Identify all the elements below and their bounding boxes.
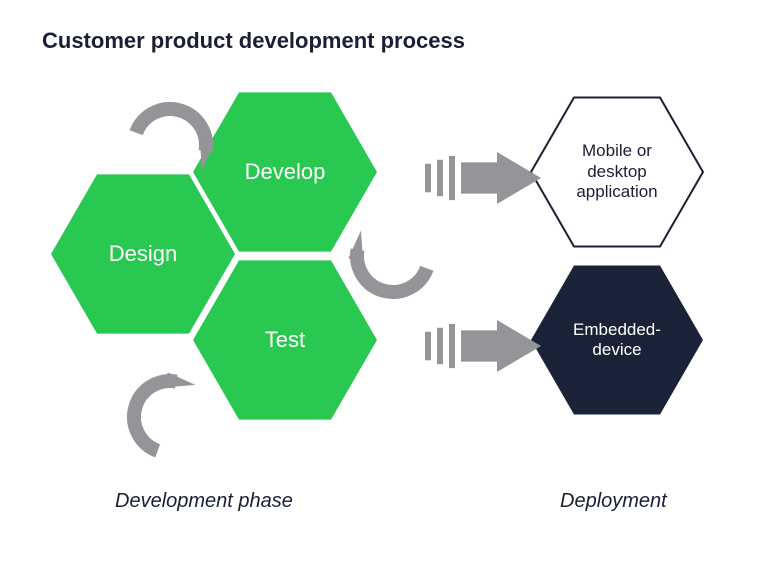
block-arrow-top	[425, 148, 541, 208]
diagram-title: Customer product development process	[42, 28, 465, 54]
phase-label-deployment: Deployment	[560, 490, 667, 513]
phase-label-development: Development phase	[115, 490, 293, 513]
cycle-arrow-3	[94, 341, 246, 493]
hex-embedded	[527, 250, 707, 430]
hex-mobile	[527, 82, 707, 262]
cycle-arrow-1	[94, 69, 246, 221]
block-arrow-bottom	[425, 316, 541, 376]
